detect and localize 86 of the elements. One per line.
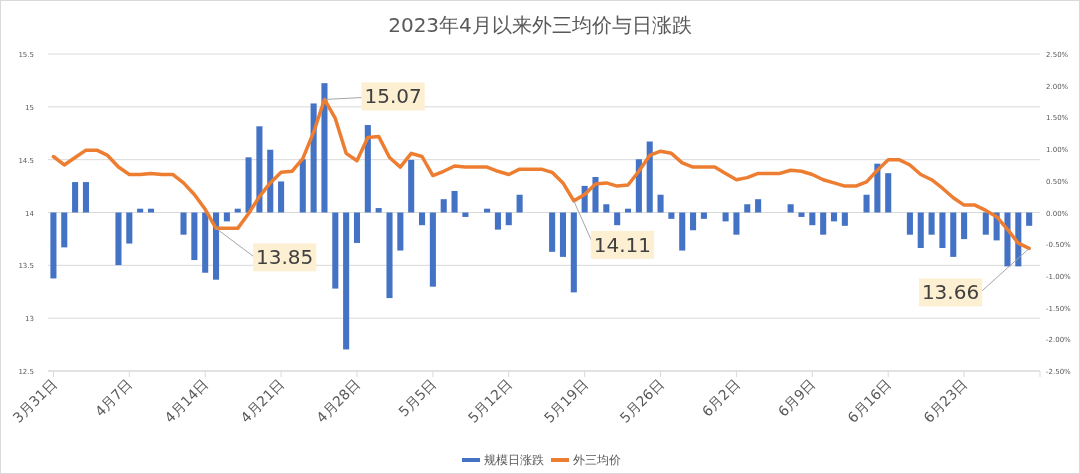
x-tick-label: 5月5日 bbox=[395, 375, 439, 420]
bar bbox=[668, 212, 675, 219]
bar bbox=[863, 194, 870, 213]
bar bbox=[397, 212, 404, 251]
bar bbox=[657, 194, 664, 213]
bar bbox=[299, 159, 306, 213]
bar bbox=[213, 212, 220, 280]
bar bbox=[191, 212, 198, 261]
x-tick-label: 6月16日 bbox=[844, 375, 895, 426]
bar bbox=[137, 208, 144, 213]
x-tick-label: 5月26日 bbox=[616, 375, 667, 426]
x-tick-label: 6月9日 bbox=[774, 375, 819, 420]
x-tick-label: 4月7日 bbox=[91, 375, 136, 420]
bar bbox=[961, 212, 968, 240]
bar bbox=[690, 212, 697, 231]
bar bbox=[559, 212, 567, 257]
x-tick-label: 5月12日 bbox=[464, 375, 515, 426]
bar bbox=[646, 141, 653, 213]
bar bbox=[245, 157, 252, 213]
bar bbox=[820, 212, 827, 235]
bar bbox=[126, 212, 133, 244]
bar bbox=[570, 212, 577, 293]
bar bbox=[267, 149, 274, 213]
bar bbox=[440, 199, 447, 213]
bar bbox=[72, 182, 79, 213]
bar bbox=[614, 212, 621, 226]
annotation: 14.11 bbox=[593, 232, 652, 257]
bar bbox=[115, 212, 122, 266]
bar bbox=[733, 212, 740, 235]
bar bbox=[798, 212, 805, 217]
bar bbox=[928, 212, 935, 235]
bar bbox=[809, 212, 816, 226]
bar bbox=[332, 212, 339, 289]
bar bbox=[484, 208, 491, 213]
bar bbox=[451, 190, 458, 213]
bar bbox=[82, 182, 89, 213]
annotation: 15.07 bbox=[364, 84, 422, 109]
bar bbox=[429, 212, 436, 287]
bar bbox=[906, 212, 913, 235]
bar bbox=[343, 212, 350, 350]
bar bbox=[494, 212, 501, 230]
bar bbox=[310, 103, 317, 213]
bar bbox=[939, 212, 946, 248]
x-tick-label: 4月28日 bbox=[313, 375, 364, 426]
x-tick-label: 4月21日 bbox=[237, 375, 288, 426]
bar bbox=[950, 212, 957, 257]
legend-label: 规模日涨跌 bbox=[484, 453, 544, 467]
x-tick-label: 4月14日 bbox=[161, 375, 212, 426]
bar bbox=[408, 159, 415, 213]
bar bbox=[1026, 212, 1033, 226]
bar bbox=[386, 212, 393, 299]
bar bbox=[679, 212, 686, 251]
x-tick-label: 6月2日 bbox=[698, 375, 743, 420]
bar bbox=[278, 181, 285, 213]
bar bbox=[202, 212, 209, 273]
bar bbox=[321, 83, 328, 213]
bar bbox=[744, 204, 751, 213]
bar bbox=[917, 212, 924, 248]
bar bbox=[624, 208, 632, 213]
x-tick-label: 3月31日 bbox=[9, 375, 60, 426]
bar bbox=[180, 212, 187, 235]
bar bbox=[375, 208, 382, 213]
bar bbox=[353, 212, 361, 243]
legend-label: 外三均价 bbox=[573, 453, 621, 467]
annotation: 13.85 bbox=[256, 245, 314, 270]
bar bbox=[755, 199, 762, 213]
bar bbox=[234, 208, 241, 213]
bar bbox=[505, 212, 512, 226]
x-tick-label: 5月19日 bbox=[540, 375, 591, 426]
bar bbox=[982, 212, 989, 235]
bar bbox=[603, 204, 610, 213]
x-tick-label: 6月23日 bbox=[920, 375, 971, 426]
bar bbox=[364, 125, 371, 213]
bar bbox=[787, 204, 794, 213]
bar bbox=[147, 208, 155, 213]
bar bbox=[256, 126, 263, 213]
bar bbox=[516, 194, 523, 213]
bar bbox=[61, 212, 68, 248]
bar bbox=[419, 212, 426, 226]
bar bbox=[700, 212, 707, 219]
bar bbox=[885, 173, 892, 213]
bar bbox=[549, 212, 556, 252]
bar bbox=[841, 212, 848, 226]
annotation: 13.66 bbox=[921, 280, 980, 305]
bar bbox=[50, 212, 57, 279]
chart-title: 2023年4月以来外三均价与日涨跌 bbox=[388, 13, 692, 37]
